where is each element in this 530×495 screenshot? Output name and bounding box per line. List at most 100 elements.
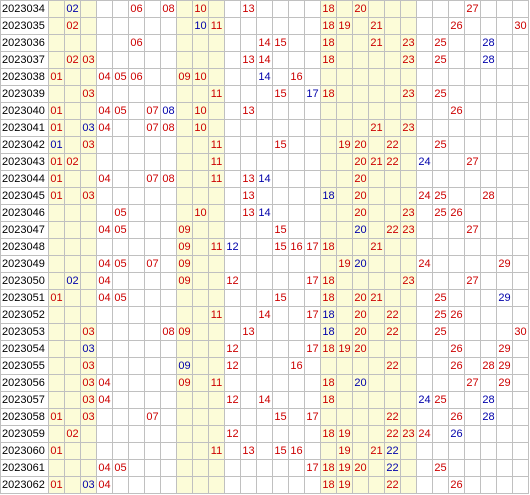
empty-cell [80,238,97,256]
empty-cell [288,170,305,188]
red-number-cell: 26 [448,204,465,222]
empty-cell [160,357,177,375]
empty-cell [320,68,337,86]
empty-cell [336,408,353,426]
empty-cell [336,272,353,290]
red-number-cell: 11 [208,136,225,154]
empty-cell [384,51,401,69]
empty-cell [96,306,113,324]
red-number-cell: 12 [224,425,241,443]
empty-cell [176,340,193,358]
empty-cell [256,153,273,171]
red-number-cell: 22 [384,221,401,239]
blue-number-cell: 28 [480,51,497,69]
empty-cell [48,459,65,477]
empty-cell [304,221,321,239]
period-cell: 2023041 [0,119,49,137]
empty-cell [176,408,193,426]
empty-cell [288,374,305,392]
empty-cell [80,221,97,239]
empty-cell [208,187,225,205]
table-row: 2023054 03 12 17 18 19 20 26 29 [0,340,529,358]
empty-cell [304,102,321,120]
table-row: 2023048 09 11 12 15 16 17 18 21 [0,238,529,256]
empty-cell [288,306,305,324]
empty-cell [176,119,193,137]
red-number-cell: 23 [400,51,417,69]
empty-cell [144,425,161,443]
red-number-cell: 18 [320,289,337,307]
empty-cell [336,289,353,307]
empty-cell [416,0,433,18]
empty-cell [240,221,257,239]
blue-number-cell: 28 [480,408,497,426]
empty-cell [112,408,129,426]
empty-cell [208,221,225,239]
empty-cell [128,272,145,290]
red-number-cell: 05 [112,459,129,477]
red-number-cell: 14 [256,306,273,324]
empty-cell [128,459,145,477]
empty-cell [304,357,321,375]
empty-cell [400,476,417,494]
empty-cell [144,153,161,171]
red-number-cell: 15 [272,289,289,307]
empty-cell [400,408,417,426]
empty-cell [208,425,225,443]
table-row: 2023037 02 03 13 14 18 23 25 28 [0,51,529,69]
empty-cell [80,306,97,324]
red-number-cell: 26 [448,102,465,120]
red-number-cell: 23 [400,204,417,222]
empty-cell [416,306,433,324]
empty-cell [64,187,81,205]
red-number-cell: 12 [224,357,241,375]
red-number-cell: 22 [384,153,401,171]
red-number-cell: 27 [464,153,481,171]
empty-cell [496,391,513,409]
empty-cell [240,374,257,392]
empty-cell [304,476,321,494]
empty-cell [128,153,145,171]
empty-cell [352,442,369,460]
red-number-cell: 20 [352,0,369,18]
period-cell: 2023057 [0,391,49,409]
period-cell: 2023061 [0,459,49,477]
empty-cell [240,357,257,375]
empty-cell [144,187,161,205]
empty-cell [224,255,241,273]
empty-cell [128,187,145,205]
empty-cell [48,272,65,290]
empty-cell [448,323,465,341]
red-number-cell: 19 [336,340,353,358]
empty-cell [224,442,241,460]
empty-cell [224,51,241,69]
empty-cell [336,102,353,120]
empty-cell [272,306,289,324]
empty-cell [384,102,401,120]
empty-cell [416,476,433,494]
red-number-cell: 04 [96,391,113,409]
empty-cell [464,119,481,137]
empty-cell [192,238,209,256]
empty-cell [224,221,241,239]
empty-cell [320,442,337,460]
empty-cell [48,17,65,35]
empty-cell [176,187,193,205]
empty-cell [448,34,465,52]
empty-cell [112,153,129,171]
red-number-cell: 13 [240,0,257,18]
red-number-cell: 04 [96,459,113,477]
red-number-cell: 29 [496,340,513,358]
empty-cell [320,221,337,239]
empty-cell [128,425,145,443]
empty-cell [192,51,209,69]
empty-cell [256,476,273,494]
empty-cell [288,255,305,273]
red-number-cell: 15 [272,238,289,256]
red-number-cell: 03 [80,323,97,341]
empty-cell [144,459,161,477]
red-number-cell: 03 [80,51,97,69]
empty-cell [144,306,161,324]
empty-cell [224,170,241,188]
empty-cell [368,323,385,341]
